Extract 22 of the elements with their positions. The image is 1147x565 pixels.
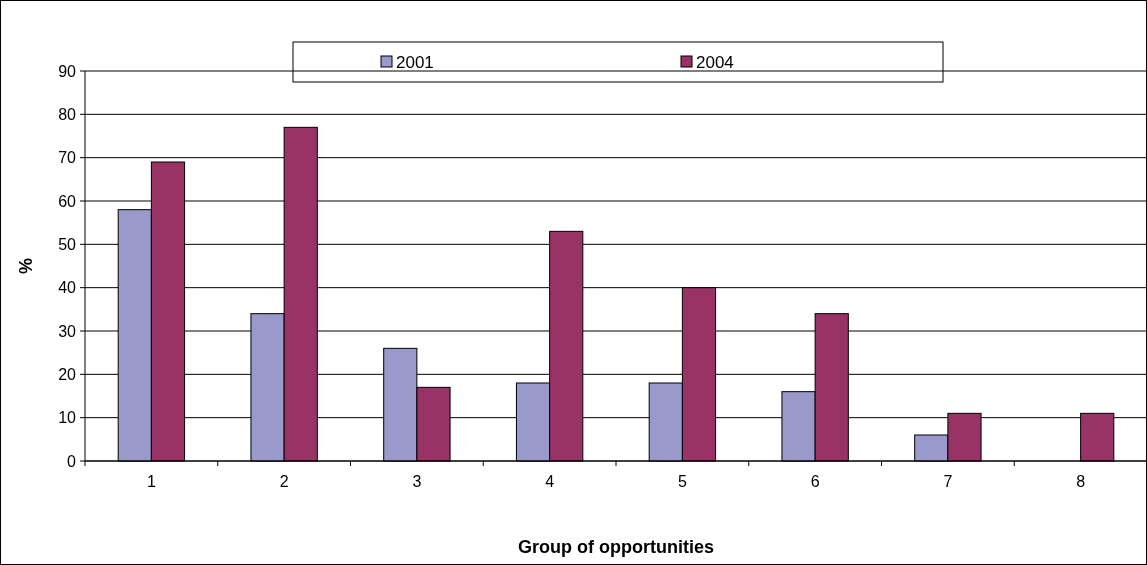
x-tick-label: 7 [943, 473, 953, 490]
x-tick-label: 6 [810, 473, 820, 490]
x-tick-label: 5 [677, 473, 687, 490]
x-tick-label: 3 [412, 473, 422, 490]
x-tick-label: 8 [1076, 473, 1086, 490]
x-axis-title: Group of opportunities [518, 537, 714, 557]
y-tick-label: 30 [58, 322, 77, 340]
y-tick-label: 90 [58, 62, 77, 80]
legend-label: 2004 [696, 52, 734, 72]
y-tick-label: 80 [58, 105, 77, 123]
y-tick-label: 10 [58, 409, 77, 427]
x-tick-label: 4 [545, 473, 555, 490]
y-tick-label: 60 [58, 192, 77, 210]
y-axis-title: % [16, 257, 36, 275]
y-tick-label: 50 [58, 235, 77, 253]
y-tick-label: 40 [58, 279, 77, 297]
x-tick-label: 2 [279, 473, 289, 490]
x-tick-label: 1 [146, 473, 156, 490]
y-tick-label: 0 [67, 452, 77, 470]
legend-label: 2001 [396, 52, 434, 72]
y-tick-label: 20 [58, 365, 77, 383]
y-tick-label: 70 [58, 149, 77, 167]
